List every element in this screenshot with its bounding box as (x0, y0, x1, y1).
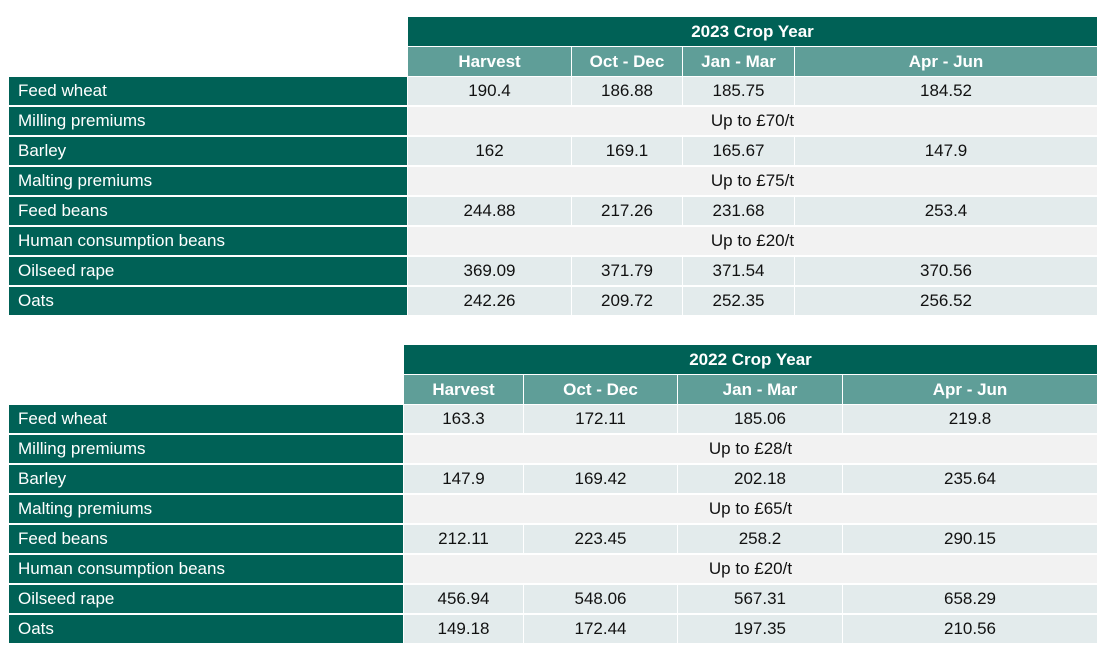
price-value: 223.45 (524, 525, 677, 553)
row-label: Oilseed rape (9, 585, 403, 613)
price-value: 212.11 (404, 525, 523, 553)
price-value: 567.31 (678, 585, 842, 613)
row-label: Oats (9, 615, 403, 643)
column-header: Apr - Jun (795, 47, 1097, 76)
row-label: Milling premiums (9, 435, 403, 463)
price-value: 235.64 (843, 465, 1097, 493)
row-label: Feed beans (9, 197, 407, 225)
column-header: Oct - Dec (524, 375, 677, 404)
price-value: 147.9 (404, 465, 523, 493)
row-label: Oilseed rape (9, 257, 407, 285)
price-value: 258.2 (678, 525, 842, 553)
price-value: 217.26 (572, 197, 682, 225)
price-value: 456.94 (404, 585, 523, 613)
column-header: Jan - Mar (678, 375, 842, 404)
column-header: Jan - Mar (683, 47, 794, 76)
row-label: Malting premiums (9, 495, 403, 523)
price-value: 370.56 (795, 257, 1097, 285)
crop-year-title: 2023 Crop Year (408, 17, 1097, 46)
price-value: 209.72 (572, 287, 682, 315)
price-value: 172.44 (524, 615, 677, 643)
row-label: Feed beans (9, 525, 403, 553)
price-value: 197.35 (678, 615, 842, 643)
price-value: 172.11 (524, 405, 677, 433)
price-value: 252.35 (683, 287, 794, 315)
price-value: 371.54 (683, 257, 794, 285)
row-label: Milling premiums (9, 107, 407, 135)
price-value: 190.4 (408, 77, 571, 105)
row-label: Oats (9, 287, 407, 315)
premium-note: Up to £20/t (404, 555, 1097, 583)
column-header: Harvest (408, 47, 571, 76)
price-value: 185.75 (683, 77, 794, 105)
price-value: 256.52 (795, 287, 1097, 315)
premium-note: Up to £20/t (408, 227, 1097, 255)
row-label: Human consumption beans (9, 555, 403, 583)
price-value: 165.67 (683, 137, 794, 165)
price-value: 185.06 (678, 405, 842, 433)
premium-note: Up to £28/t (404, 435, 1097, 463)
row-label: Feed wheat (9, 405, 403, 433)
premium-note: Up to £75/t (408, 167, 1097, 195)
price-value: 162 (408, 137, 571, 165)
row-label: Feed wheat (9, 77, 407, 105)
price-value: 290.15 (843, 525, 1097, 553)
price-value: 169.42 (524, 465, 677, 493)
price-value: 149.18 (404, 615, 523, 643)
price-value: 202.18 (678, 465, 842, 493)
price-value: 244.88 (408, 197, 571, 225)
row-label: Barley (9, 137, 407, 165)
price-value: 253.4 (795, 197, 1097, 225)
row-label: Human consumption beans (9, 227, 407, 255)
column-header: Apr - Jun (843, 375, 1097, 404)
crop-year-title: 2022 Crop Year (404, 345, 1097, 374)
price-value: 184.52 (795, 77, 1097, 105)
price-value: 658.29 (843, 585, 1097, 613)
column-header: Oct - Dec (572, 47, 682, 76)
price-value: 219.8 (843, 405, 1097, 433)
price-value: 147.9 (795, 137, 1097, 165)
price-value: 169.1 (572, 137, 682, 165)
price-value: 231.68 (683, 197, 794, 225)
column-header: Harvest (404, 375, 523, 404)
price-value: 186.88 (572, 77, 682, 105)
premium-note: Up to £65/t (404, 495, 1097, 523)
row-label: Barley (9, 465, 403, 493)
premium-note: Up to £70/t (408, 107, 1097, 135)
price-value: 210.56 (843, 615, 1097, 643)
price-value: 371.79 (572, 257, 682, 285)
price-value: 163.3 (404, 405, 523, 433)
price-value: 369.09 (408, 257, 571, 285)
price-value: 548.06 (524, 585, 677, 613)
row-label: Malting premiums (9, 167, 407, 195)
price-value: 242.26 (408, 287, 571, 315)
